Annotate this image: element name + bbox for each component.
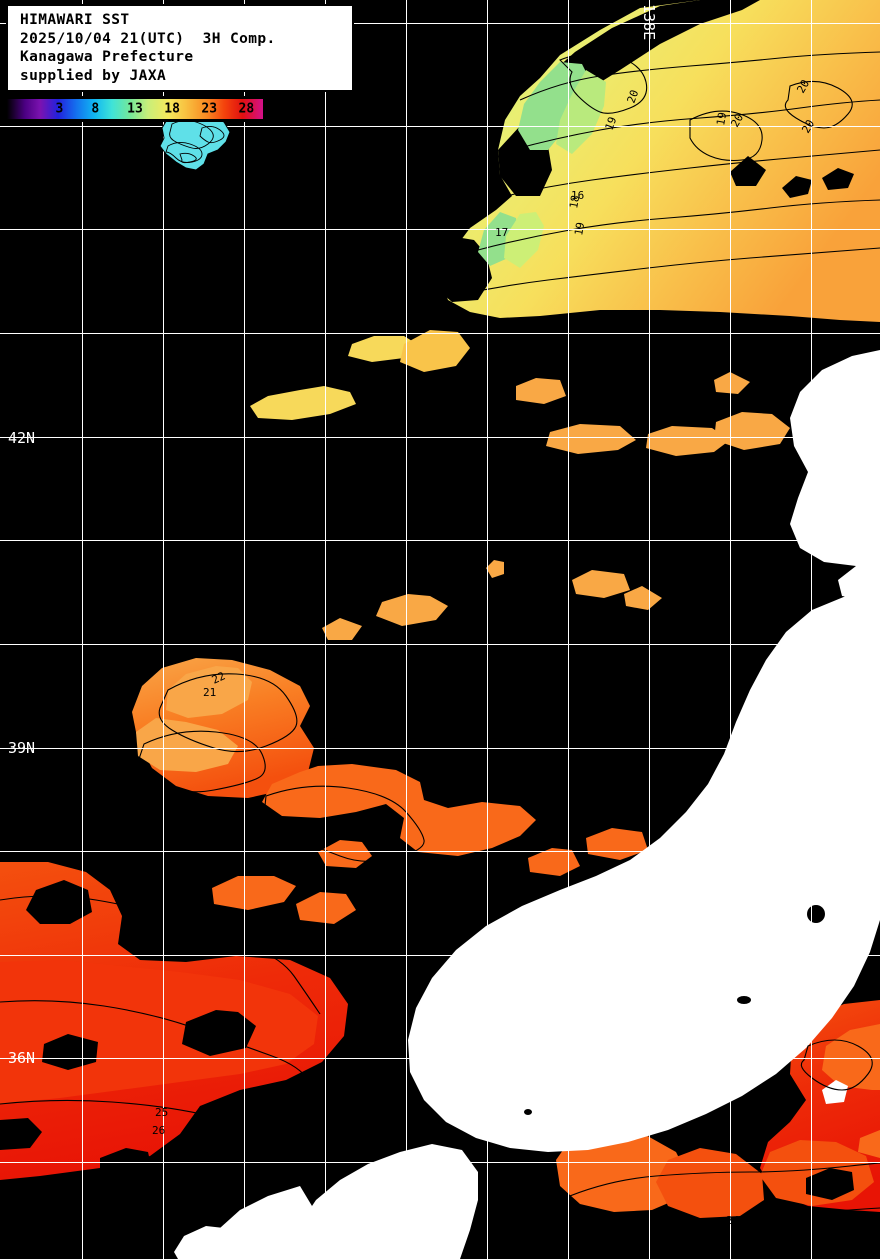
colorbar: 3 8 13 18 23 28 [4, 96, 266, 122]
grid-line-vertical [730, 0, 731, 1259]
latitude-label-42n: 42N [8, 429, 36, 447]
colorbar-tick-18: 18 [164, 101, 180, 117]
grid-line-horizontal [0, 229, 880, 230]
land-mask [174, 350, 880, 1259]
grid-line-vertical [406, 0, 407, 1259]
grid-line-horizontal [0, 126, 880, 127]
svg-text:17: 17 [495, 226, 508, 239]
grid-line-horizontal [0, 644, 880, 645]
svg-text:19: 19 [572, 221, 587, 236]
grid-line-horizontal [0, 851, 880, 852]
grid-line-vertical [82, 0, 83, 1259]
sst-contours [0, 51, 880, 1249]
grid-line-horizontal [0, 955, 880, 956]
title-line-region: Kanagawa Prefecture [20, 49, 194, 65]
colorbar-tick-13: 13 [127, 101, 143, 117]
svg-text:26: 26 [152, 1124, 165, 1137]
svg-text:24: 24 [726, 1214, 740, 1227]
grid-line-vertical [811, 0, 812, 1259]
colorbar-tick-3: 3 [55, 101, 64, 117]
svg-text:22: 22 [210, 669, 228, 686]
colorbar-gradient: 3 8 13 18 23 28 [7, 99, 263, 119]
svg-text:25: 25 [155, 1106, 168, 1119]
latitude-label-36n: 36N [8, 1049, 36, 1067]
latitude-label-39n: 39N [8, 739, 36, 757]
colorbar-tick-23: 23 [201, 101, 218, 117]
grid-line-vertical [487, 0, 488, 1259]
grid-line-horizontal [0, 748, 880, 749]
grid-line-horizontal [0, 23, 880, 24]
svg-text:20: 20 [794, 78, 812, 96]
colorbar-tick-8: 8 [91, 101, 100, 117]
svg-text:20: 20 [625, 88, 642, 105]
title-box: HIMAWARI SST 2025/10/04 21(UTC) 3H Comp.… [6, 4, 354, 92]
colorbar-tick-28: 28 [238, 101, 255, 117]
svg-text:20: 20 [728, 112, 746, 130]
grid-line-horizontal [0, 1058, 880, 1059]
inset-contours [165, 119, 225, 164]
title-line-supplier: supplied by JAXA [20, 67, 167, 84]
sst-region-north [436, 0, 880, 322]
svg-text:16: 16 [571, 189, 584, 202]
grid-line-vertical [325, 0, 326, 1259]
svg-text:19: 19 [714, 111, 729, 126]
svg-text:21: 21 [203, 686, 216, 699]
title-line-product: HIMAWARI SST [20, 12, 130, 28]
svg-text:18: 18 [567, 194, 582, 209]
svg-text:19: 19 [603, 115, 620, 132]
grid-line-horizontal [0, 333, 880, 334]
grid-line-vertical [568, 0, 569, 1259]
grid-line-horizontal [0, 540, 880, 541]
svg-text:25: 25 [676, 1228, 689, 1241]
title-line-datetime: 2025/10/04 21(UTC) 3H Comp. [20, 30, 276, 47]
svg-text:18: 18 [578, 52, 591, 65]
grid-line-horizontal [0, 437, 880, 438]
grid-line-vertical [163, 0, 164, 1259]
grid-line-vertical [649, 0, 650, 1259]
grid-line-vertical [244, 0, 245, 1259]
grid-line-horizontal [0, 1162, 880, 1163]
svg-text:20: 20 [799, 118, 817, 136]
